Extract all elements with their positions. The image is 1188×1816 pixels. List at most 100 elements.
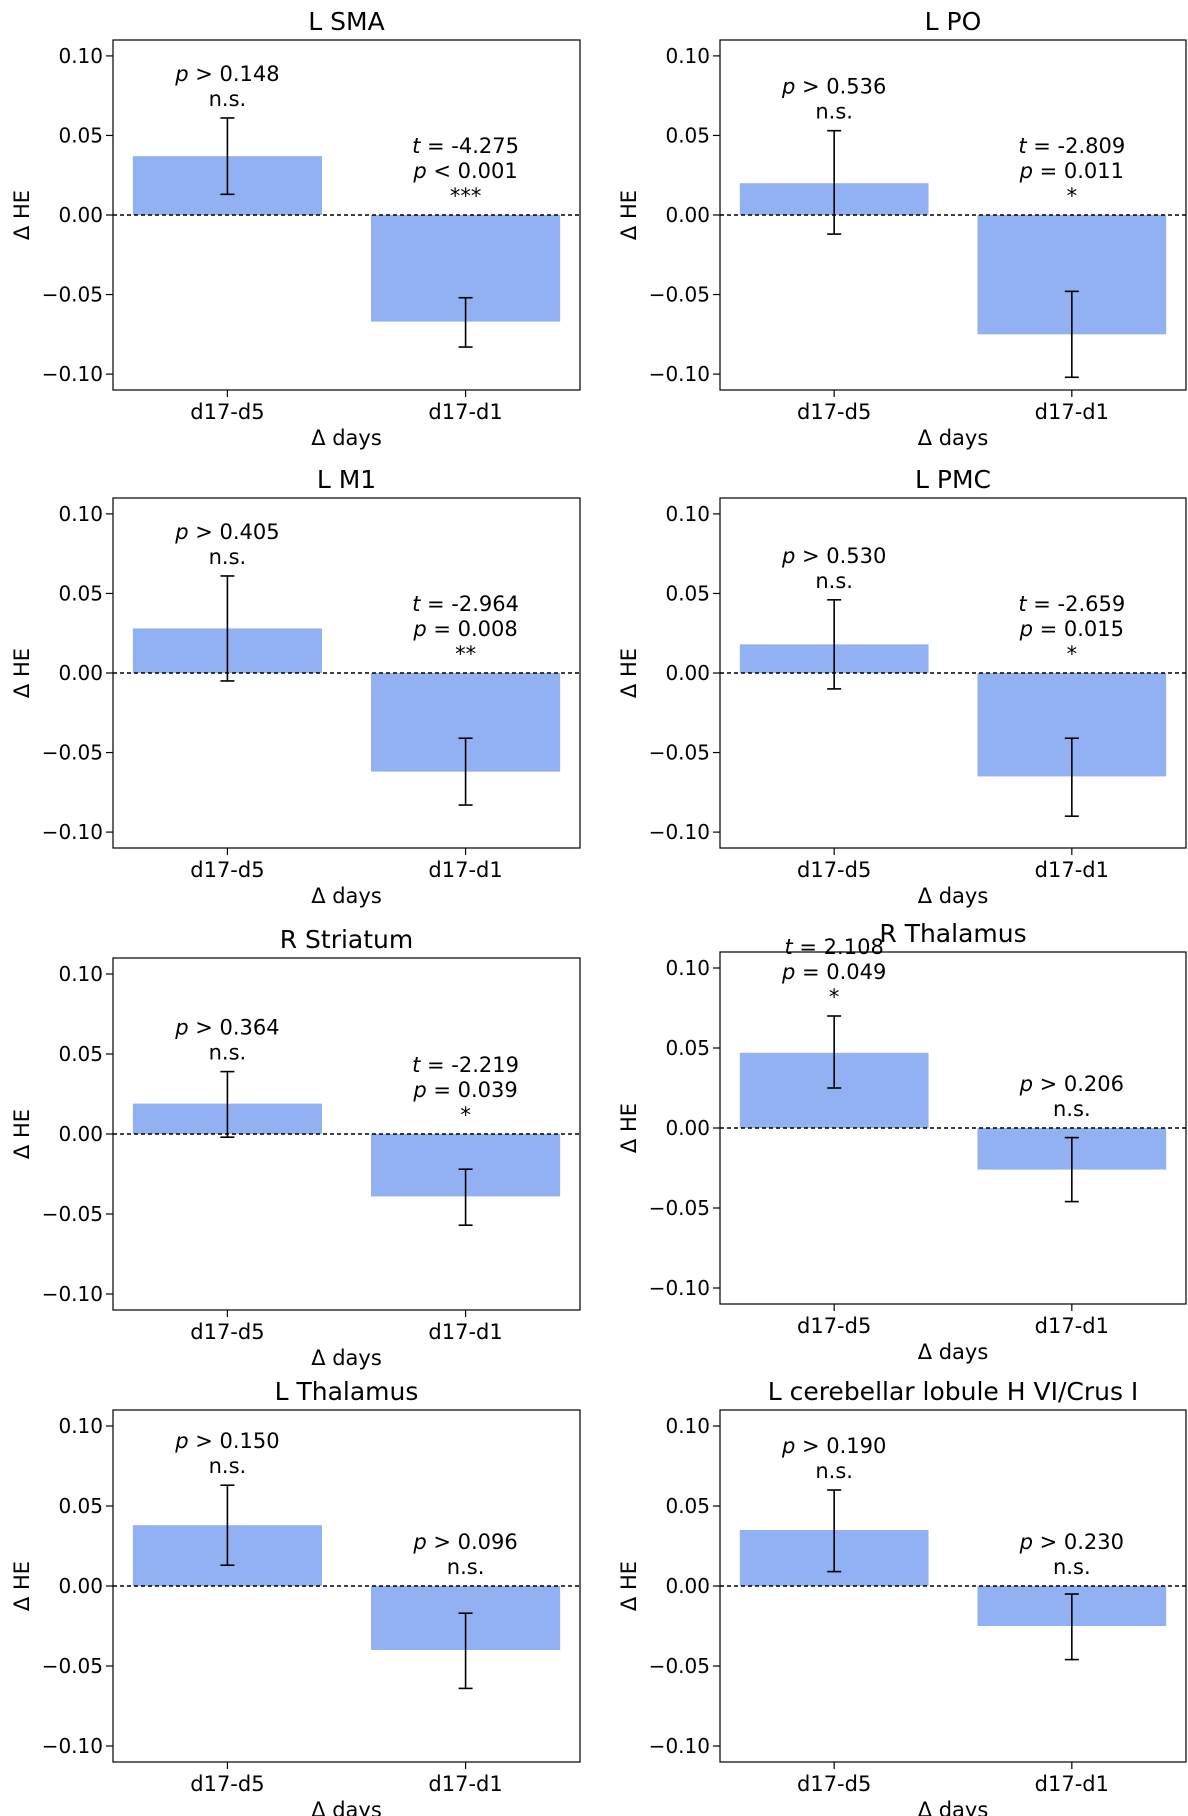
y-tick-label: −0.05	[42, 741, 103, 765]
x-tick-label: d17-d5	[797, 1314, 871, 1338]
y-tick-label: −0.05	[42, 283, 103, 307]
y-axis-label: Δ HE	[617, 190, 641, 240]
x-tick-label: d17-d1	[1035, 1772, 1109, 1796]
y-tick-label: −0.10	[42, 362, 103, 386]
y-tick-label: 0.10	[58, 502, 103, 526]
x-axis-label: Δ days	[918, 426, 989, 450]
p-value-label: p < 0.001	[412, 159, 517, 183]
y-axis-label: Δ HE	[617, 648, 641, 698]
y-tick-label: −0.10	[42, 1734, 103, 1758]
y-axis-label: Δ HE	[10, 190, 34, 240]
x-tick-label: d17-d5	[190, 858, 264, 882]
significance-label: *	[829, 985, 840, 1009]
y-tick-label: −0.10	[42, 820, 103, 844]
significance-label: n.s.	[209, 87, 247, 111]
x-axis-label: Δ days	[311, 1346, 382, 1370]
significance-label: n.s.	[209, 545, 247, 569]
y-tick-label: −0.05	[649, 741, 710, 765]
chart-title: R Striatum	[280, 925, 414, 954]
significance-label: n.s.	[815, 100, 853, 124]
y-tick-label: 0.10	[58, 1414, 103, 1438]
chart-panel: L SMA 0.10 0.05 0.00 −0.05 −0.10 d17-d5 d17-d1 Δ…	[10, 7, 581, 450]
x-tick-label: d17-d5	[797, 1772, 871, 1796]
y-tick-label: 0.10	[665, 956, 710, 980]
x-tick-label: d17-d5	[190, 1320, 264, 1344]
t-stat-label: t = -2.659	[1018, 592, 1125, 616]
y-tick-label: −0.10	[649, 362, 710, 386]
t-stat-label: t = -2.964	[412, 592, 519, 616]
y-tick-label: 0.10	[665, 502, 710, 526]
y-tick-label: 0.05	[58, 1042, 103, 1066]
x-tick-label: d17-d1	[1035, 1314, 1109, 1338]
y-axis-label: Δ HE	[617, 1561, 641, 1611]
x-tick-label: d17-d1	[428, 1772, 502, 1796]
y-tick-label: 0.05	[665, 1036, 710, 1060]
y-tick-label: 0.00	[665, 661, 710, 685]
x-tick-label: d17-d5	[190, 1772, 264, 1796]
y-tick-label: −0.10	[649, 1734, 710, 1758]
significance-label: *	[1067, 184, 1078, 208]
p-value-label: p > 0.190	[781, 1434, 886, 1458]
chart-title: L PO	[925, 7, 982, 36]
y-tick-label: −0.10	[42, 1282, 103, 1306]
x-tick-label: d17-d1	[428, 400, 502, 424]
y-tick-label: 0.05	[665, 581, 710, 605]
p-value-label: p > 0.530	[781, 544, 886, 568]
chart-panel: R Thalamus 0.10 0.05 0.00 −0.05 −0.10 d17-d5 d1…	[617, 919, 1187, 1364]
x-tick-label: d17-d5	[190, 400, 264, 424]
y-tick-label: 0.05	[665, 1494, 710, 1518]
p-value-label: p > 0.148	[174, 62, 279, 86]
p-value-label: p > 0.206	[1019, 1072, 1124, 1096]
chart-title: L M1	[317, 465, 376, 494]
y-tick-label: 0.00	[58, 1122, 103, 1146]
significance-label: n.s.	[209, 1454, 247, 1478]
p-value-label: p > 0.364	[174, 1016, 279, 1040]
chart-panel: L Thalamus 0.10 0.05 0.00 −0.05 −0.10 d17-d5 d1…	[10, 1377, 581, 1816]
significance-label: *	[460, 1103, 471, 1127]
significance-label: n.s.	[1053, 1097, 1091, 1121]
significance-label: n.s.	[815, 1459, 853, 1483]
y-tick-label: 0.05	[665, 123, 710, 147]
chart-panel: L PMC 0.10 0.05 0.00 −0.05 −0.10 d17-d5 d17-d1 Δ…	[617, 465, 1187, 908]
y-tick-label: 0.00	[58, 661, 103, 685]
p-value-label: p > 0.405	[174, 520, 279, 544]
significance-label: n.s.	[1053, 1555, 1091, 1579]
x-axis-label: Δ days	[918, 884, 989, 908]
x-axis-label: Δ days	[311, 884, 382, 908]
y-axis-label: Δ HE	[617, 1103, 641, 1153]
x-axis-label: Δ days	[918, 1340, 989, 1364]
chart-panel: R Striatum 0.10 0.05 0.00 −0.05 −0.10 d17-d5 d1…	[10, 925, 581, 1370]
x-axis-label: Δ days	[311, 1798, 382, 1816]
significance-label: n.s.	[447, 1555, 485, 1579]
y-tick-label: 0.00	[58, 1574, 103, 1598]
p-value-label: p = 0.015	[1019, 617, 1124, 641]
y-tick-label: −0.05	[42, 1202, 103, 1226]
y-axis-label: Δ HE	[10, 1109, 34, 1159]
y-tick-label: 0.10	[58, 962, 103, 986]
y-axis-label: Δ HE	[10, 1561, 34, 1611]
x-tick-label: d17-d1	[1035, 400, 1109, 424]
y-axis-label: Δ HE	[10, 648, 34, 698]
y-tick-label: 0.05	[58, 581, 103, 605]
p-value-label: p > 0.096	[412, 1530, 517, 1554]
p-value-label: p = 0.011	[1019, 159, 1124, 183]
y-tick-label: 0.00	[58, 203, 103, 227]
chart-title: L cerebellar lobule H VI/Crus I	[768, 1377, 1139, 1406]
x-axis-label: Δ days	[918, 1798, 989, 1816]
p-value-label: p > 0.536	[781, 75, 886, 99]
chart-panel: L M1 0.10 0.05 0.00 −0.05 −0.10 d17-d5 d17-d1 Δ …	[10, 465, 581, 908]
x-tick-label: d17-d5	[797, 858, 871, 882]
y-tick-label: 0.00	[665, 1574, 710, 1598]
x-axis-label: Δ days	[311, 426, 382, 450]
y-tick-label: 0.00	[665, 1116, 710, 1140]
significance-label: **	[455, 642, 476, 666]
y-tick-label: 0.10	[58, 44, 103, 68]
chart-panel: L cerebellar lobule H VI/Crus I 0.10 0.05 0…	[617, 1377, 1187, 1816]
y-tick-label: −0.05	[649, 283, 710, 307]
p-value-label: p = 0.039	[412, 1078, 517, 1102]
t-stat-label: t = 2.108	[785, 935, 884, 959]
y-tick-label: −0.05	[42, 1654, 103, 1678]
chart-title: R Thalamus	[879, 919, 1026, 948]
y-tick-label: −0.10	[649, 1276, 710, 1300]
chart-title: L PMC	[915, 465, 991, 494]
